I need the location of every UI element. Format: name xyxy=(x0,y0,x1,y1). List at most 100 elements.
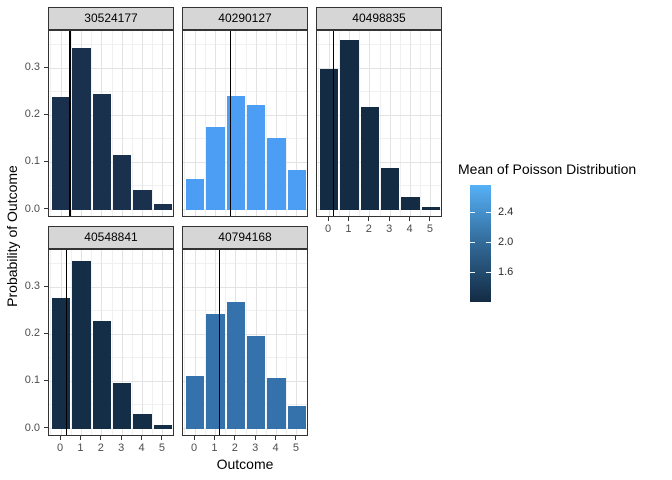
grid-minor-v xyxy=(184,250,186,435)
grid-major-h xyxy=(183,67,307,69)
grid-minor-v xyxy=(50,250,52,435)
x-tick-label: 4 xyxy=(406,223,413,235)
probability-bar xyxy=(153,424,173,429)
grid-major-v xyxy=(410,31,412,216)
x-axis-tick xyxy=(409,217,411,221)
x-axis-tick xyxy=(429,217,431,221)
y-axis-tick xyxy=(44,332,48,334)
grid-major-h xyxy=(183,114,307,116)
grid-minor-v xyxy=(306,31,307,216)
grid-major-h xyxy=(49,161,173,163)
grid-minor-v xyxy=(111,250,113,435)
probability-bar xyxy=(267,377,286,429)
probability-bar xyxy=(226,302,245,429)
grid-major-h xyxy=(317,209,441,211)
grid-minor-v xyxy=(245,31,247,216)
colorbar-tick-right xyxy=(486,241,491,243)
grid-minor-h xyxy=(49,357,173,359)
colorbar-gradient xyxy=(470,185,491,302)
grid-major-v xyxy=(296,31,298,216)
x-tick-label: 1 xyxy=(345,223,352,235)
grid-minor-h xyxy=(317,185,441,187)
x-tick-label: 4 xyxy=(272,442,279,454)
grid-minor-v xyxy=(70,250,72,435)
grid-major-h xyxy=(317,161,441,163)
grid-minor-v xyxy=(318,31,320,216)
grid-minor-v xyxy=(184,31,186,216)
y-tick-label: 0.3 xyxy=(24,61,40,74)
y-tick-label: 0.0 xyxy=(24,202,40,215)
probability-bar xyxy=(319,69,339,210)
y-axis-tick xyxy=(44,208,48,210)
grid-major-h xyxy=(49,286,173,288)
colorbar-tick-left xyxy=(470,241,475,243)
x-axis-tick xyxy=(100,436,102,440)
probability-bar xyxy=(113,382,132,429)
x-axis-tick xyxy=(120,436,122,440)
x-tick-label: 2 xyxy=(97,442,104,454)
x-axis-tick xyxy=(141,436,143,440)
grid-minor-v xyxy=(420,31,422,216)
grid-major-h xyxy=(49,114,173,116)
grid-major-v xyxy=(162,31,164,216)
grid-minor-h xyxy=(183,91,307,93)
grid-minor-h xyxy=(183,44,307,46)
facet-strip: 40498835 xyxy=(316,7,442,30)
y-tick-label: 0.1 xyxy=(24,374,40,387)
grid-minor-v xyxy=(338,31,340,216)
probability-bar xyxy=(421,206,441,210)
grid-minor-v xyxy=(172,31,173,216)
colorbar-tick-label: 1.6 xyxy=(498,266,514,279)
mean-vline xyxy=(69,31,71,216)
grid-minor-v xyxy=(204,250,206,435)
y-tick-label: 0.1 xyxy=(24,155,40,168)
grid-major-v xyxy=(142,250,144,435)
probability-bar xyxy=(247,335,266,429)
probability-bar xyxy=(287,170,307,210)
grid-major-v xyxy=(121,250,123,435)
legend-title: Mean of Poisson Distribution xyxy=(458,161,637,177)
probability-bar xyxy=(153,203,173,210)
colorbar-tick-right xyxy=(486,272,491,274)
grid-minor-h xyxy=(317,138,441,140)
probability-bar xyxy=(51,297,71,429)
facet-panel xyxy=(182,249,308,436)
x-tick-label: 0 xyxy=(324,223,332,235)
x-tick-label: 5 xyxy=(158,442,166,454)
grid-major-h xyxy=(183,333,307,335)
facet-strip: 30524177 xyxy=(48,7,174,30)
probability-bar xyxy=(287,406,307,429)
grid-minor-v xyxy=(306,250,307,435)
grid-minor-h xyxy=(183,185,307,187)
grid-minor-v xyxy=(204,31,206,216)
grid-major-v xyxy=(214,31,216,216)
x-tick-label: 1 xyxy=(77,442,84,454)
probability-bar xyxy=(381,168,400,210)
grid-minor-h xyxy=(49,185,173,187)
colorbar-tick-left xyxy=(470,272,475,274)
probability-bar xyxy=(72,48,91,210)
grid-minor-v xyxy=(379,31,381,216)
grid-minor-v xyxy=(399,31,401,216)
grid-minor-v xyxy=(152,31,154,216)
probability-bar xyxy=(133,413,152,429)
grid-major-v xyxy=(162,250,164,435)
x-axis-tick xyxy=(368,217,370,221)
grid-minor-v xyxy=(91,31,93,216)
y-axis-tick xyxy=(44,66,48,68)
x-tick-label: 4 xyxy=(138,442,145,454)
facet-strip: 40290127 xyxy=(182,7,308,30)
grid-minor-h xyxy=(183,263,307,265)
grid-minor-h xyxy=(183,357,307,359)
x-axis-tick xyxy=(234,436,236,440)
grid-minor-h xyxy=(49,263,173,265)
facet-panel xyxy=(48,249,174,436)
grid-major-h xyxy=(183,161,307,163)
x-tick-label: 2 xyxy=(365,223,372,235)
grid-minor-v xyxy=(225,31,227,216)
x-tick-label: 0 xyxy=(56,442,64,454)
grid-minor-v xyxy=(265,250,267,435)
facet-panel xyxy=(48,30,174,217)
